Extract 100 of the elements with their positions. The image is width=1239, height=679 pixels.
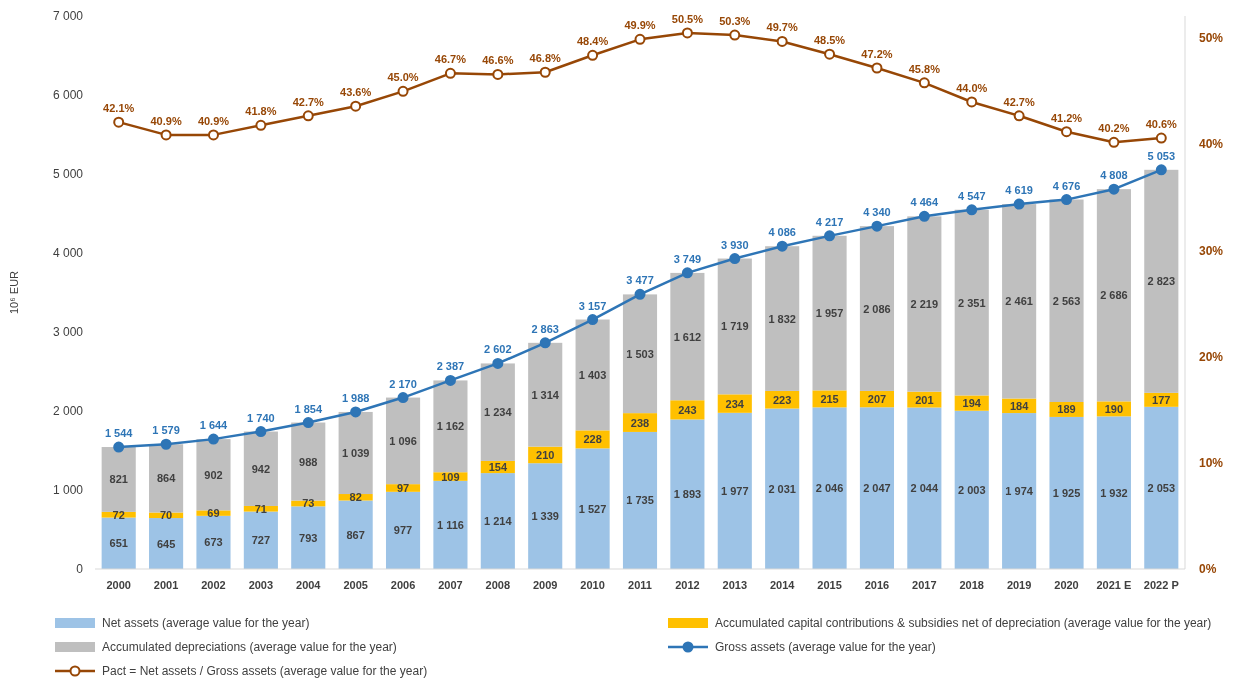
- point: [918, 77, 930, 89]
- point: [492, 68, 504, 80]
- x-tick-label: 2014: [769, 579, 796, 591]
- x-tick-label: 2016: [864, 579, 890, 591]
- legend-label: Accumulated depreciations (average value for the year): [102, 640, 397, 654]
- point: [1155, 132, 1167, 144]
- x-tick-label: 2006: [390, 579, 416, 591]
- y-tick-label: 6 000: [52, 88, 84, 102]
- x-tick-label: 2010: [580, 579, 605, 591]
- data-label: 1 957: [815, 307, 844, 320]
- data-label: 48.4%: [577, 35, 609, 48]
- bar: [528, 342, 563, 447]
- data-label: 48.5%: [813, 34, 846, 47]
- y-tick-label: 2 000: [52, 404, 84, 418]
- data-label: 40.9%: [197, 114, 230, 127]
- data-label: 177: [1152, 393, 1171, 406]
- data-label: 2 219: [910, 297, 939, 310]
- point: [681, 267, 693, 279]
- point: [871, 62, 883, 74]
- point: [966, 96, 978, 108]
- data-label: 4 676: [1052, 179, 1081, 192]
- data-label: 40.2%: [1098, 122, 1130, 135]
- data-label: 2 031: [768, 482, 796, 495]
- data-label: 977: [393, 524, 413, 537]
- point: [587, 314, 599, 326]
- point: [444, 67, 456, 79]
- data-label: 4 217: [815, 215, 844, 228]
- data-label: 1 644: [199, 419, 229, 432]
- y-axis-title: 10⁶ EUR: [8, 270, 20, 315]
- data-label: 46.6%: [482, 54, 514, 67]
- data-label: 238: [630, 416, 650, 429]
- x-tick-label: 2013: [722, 579, 748, 591]
- x-tick-label: 2022 P: [1143, 579, 1179, 591]
- data-label: 1 974: [1005, 485, 1034, 498]
- bar: [196, 439, 231, 511]
- point: [302, 110, 314, 122]
- data-label: 50.3%: [719, 15, 751, 28]
- data-label: 154: [488, 461, 508, 474]
- bar: [480, 473, 515, 569]
- x-tick-label: 2008: [485, 579, 511, 591]
- data-label: 793: [299, 531, 318, 544]
- data-label: 42.7%: [292, 95, 325, 108]
- data-label: 1 527: [578, 502, 607, 515]
- bar: [291, 422, 326, 501]
- y-tick-label: 4 000: [52, 246, 84, 260]
- data-label: 1 116: [436, 518, 464, 531]
- point: [444, 374, 456, 386]
- data-label: 1 544: [104, 427, 134, 440]
- data-label: 1 403: [578, 368, 607, 381]
- data-label: 902: [204, 468, 223, 481]
- point: [113, 116, 125, 128]
- data-label: 49.7%: [766, 21, 798, 34]
- data-label: 45.8%: [908, 62, 941, 75]
- data-label: 71: [254, 502, 267, 515]
- x-tick-label: 2021 E: [1096, 579, 1132, 591]
- bar: [717, 258, 752, 395]
- data-label: 645: [156, 537, 176, 550]
- bar: [101, 447, 136, 512]
- data-label: 2 086: [863, 302, 891, 315]
- x-tick-label: 2004: [296, 579, 322, 591]
- x-tick-label: 2011: [628, 579, 652, 591]
- x-tick-label: 2000: [106, 579, 131, 591]
- point: [350, 406, 362, 418]
- bar: [338, 500, 373, 569]
- data-label: 1 234: [484, 406, 513, 419]
- data-label: 4 619: [1005, 184, 1033, 197]
- data-label: 1 832: [768, 312, 796, 325]
- bar: [291, 506, 326, 569]
- x-tick-label: 2012: [675, 579, 700, 591]
- data-label: 40.9%: [150, 114, 182, 127]
- data-label: 210: [536, 448, 555, 461]
- point: [397, 392, 409, 404]
- data-label: 2 046: [815, 482, 844, 495]
- data-label: 651: [109, 537, 128, 550]
- point: [1108, 183, 1120, 195]
- bar: [954, 209, 989, 396]
- bar: [622, 431, 658, 569]
- data-label: 1 977: [721, 484, 749, 497]
- x-tick-label: 2009: [532, 579, 558, 591]
- data-label: 40.6%: [1145, 118, 1178, 131]
- y-tick-label: 0: [76, 562, 84, 576]
- x-tick-label: 2003: [248, 579, 274, 591]
- legend-label: Pact = Net assets / Gross assets (average value for the year): [102, 664, 428, 678]
- legend-label: Net assets (average value for the year): [102, 616, 310, 630]
- data-label: 4 086: [768, 226, 796, 239]
- y2-tick-label: 20%: [1199, 349, 1224, 364]
- data-label: 4 808: [1100, 169, 1128, 182]
- bar: [1096, 189, 1131, 402]
- bar: [1002, 413, 1037, 569]
- bar: [670, 419, 705, 569]
- point: [539, 66, 551, 78]
- bar: [528, 463, 563, 569]
- data-label: 4 464: [910, 196, 939, 209]
- point: [539, 337, 551, 349]
- bar: [812, 235, 847, 391]
- point: [350, 100, 362, 112]
- data-label: 1 612: [673, 330, 702, 343]
- data-label: 184: [1009, 399, 1030, 412]
- bar: [338, 411, 373, 495]
- bar: [243, 431, 278, 506]
